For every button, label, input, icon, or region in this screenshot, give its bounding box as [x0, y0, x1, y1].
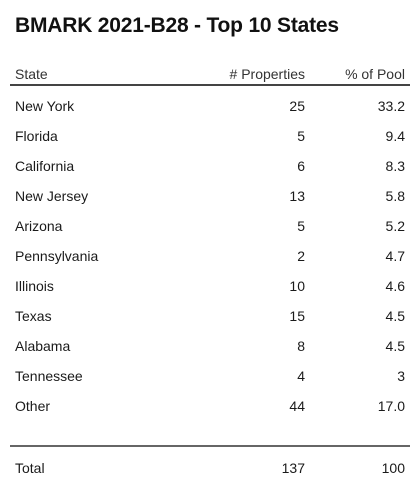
header-pool: % of Pool	[345, 66, 405, 82]
cell-pool: 4.7	[385, 248, 405, 264]
cell-state: Pennsylvania	[15, 248, 99, 264]
cell-pool: 5.2	[385, 218, 405, 234]
cell-state: Illinois	[15, 278, 54, 294]
cell-state: Other	[15, 398, 51, 414]
table-row: Texas 15 4.5	[10, 296, 410, 326]
cell-properties: 15	[289, 308, 305, 324]
cell-pool: 9.4	[385, 128, 405, 144]
cell-properties: 13	[289, 188, 305, 204]
header-properties: # Properties	[229, 66, 305, 82]
cell-pool: 4.5	[385, 338, 405, 354]
total-label: Total	[15, 460, 45, 476]
cell-pool: 4.5	[385, 308, 405, 324]
total-properties: 137	[281, 460, 305, 476]
cell-properties: 6	[297, 158, 305, 174]
states-table: State # Properties % of Pool New York 25 3…	[10, 62, 410, 416]
chart-title: BMARK 2021-B28 - Top 10 States	[15, 14, 339, 37]
cell-state: California	[15, 158, 75, 174]
cell-pool: 5.8	[385, 188, 405, 204]
table-row: Illinois 10 4.6	[10, 266, 410, 296]
cell-properties: 10	[289, 278, 305, 294]
cell-properties: 4	[297, 368, 305, 384]
cell-state: New York	[15, 98, 75, 114]
cell-state: Florida	[15, 128, 58, 144]
cell-pool: 8.3	[385, 158, 405, 174]
table-row: Florida 5 9.4	[10, 116, 410, 146]
total-row: Total 137 100	[10, 458, 410, 478]
table-row: California 6 8.3	[10, 146, 410, 176]
cell-pool: 3	[397, 368, 405, 384]
cell-properties: 8	[297, 338, 305, 354]
cell-pool: 4.6	[385, 278, 405, 294]
cell-pool: 33.2	[377, 98, 405, 114]
cell-state: Texas	[15, 308, 52, 324]
table-row: Arizona 5 5.2	[10, 206, 410, 236]
cell-properties: 25	[289, 98, 305, 114]
cell-properties: 5	[297, 128, 305, 144]
table-row: New Jersey 13 5.8	[10, 176, 410, 206]
table-row: Alabama 8 4.5	[10, 326, 410, 356]
total-pool: 100	[381, 460, 405, 476]
table-row: New York 25 33.2	[10, 86, 410, 116]
cell-state: Tennessee	[15, 368, 83, 384]
header-state: State	[15, 66, 48, 82]
cell-state: New Jersey	[15, 188, 89, 204]
table-header: State # Properties % of Pool	[10, 62, 410, 86]
table-row: Tennessee 4 3	[10, 356, 410, 386]
cell-state: Arizona	[15, 218, 63, 234]
cell-properties: 44	[289, 398, 305, 414]
cell-pool: 17.0	[377, 398, 405, 414]
table-body: New York 25 33.2 Florida 5 9.4 California 6 8.3 N…	[10, 86, 410, 416]
table-row: Other 44 17.0	[10, 386, 410, 416]
cell-state: Alabama	[15, 338, 71, 354]
total-divider	[10, 445, 410, 447]
table-row: Pennsylvania 2 4.7	[10, 236, 410, 266]
cell-properties: 5	[297, 218, 305, 234]
cell-properties: 2	[297, 248, 305, 264]
